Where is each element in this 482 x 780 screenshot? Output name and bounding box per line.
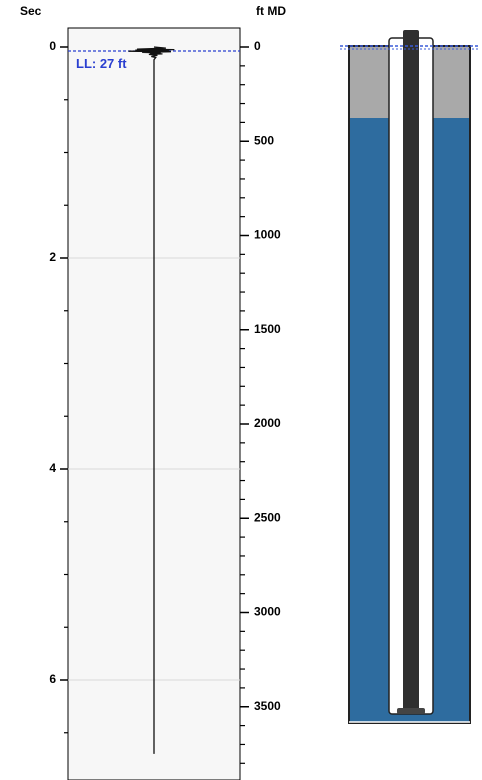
right-axis-tick-label: 1500 bbox=[254, 322, 281, 336]
right-axis-tick-label: 1000 bbox=[254, 228, 281, 242]
wellbore-diagram bbox=[340, 30, 478, 724]
right-axis-tick-label: 3000 bbox=[254, 605, 281, 619]
left-axis-tick-label: 0 bbox=[49, 39, 56, 53]
right-axis-title: ft MD bbox=[256, 4, 286, 18]
pump-seat bbox=[397, 708, 425, 714]
right-axis-tick-label: 2500 bbox=[254, 510, 281, 524]
acoustic-trace bbox=[128, 46, 175, 754]
right-axis-tick-label: 2000 bbox=[254, 416, 281, 430]
left-axis: 0 2 4 6 bbox=[49, 39, 68, 734]
right-axis: 0 500 1000 1500 2000 2500 3000 3500 bbox=[240, 39, 281, 764]
left-axis-tick-label: 4 bbox=[49, 461, 56, 475]
right-axis-tick-label: 0 bbox=[254, 39, 261, 53]
left-axis-title: Sec bbox=[20, 4, 42, 18]
tubing-string bbox=[403, 30, 419, 712]
left-axis-tick-label: 6 bbox=[49, 672, 56, 686]
trace-layer bbox=[128, 46, 175, 754]
right-axis-tick-label: 500 bbox=[254, 133, 274, 147]
right-axis-tick-label: 3500 bbox=[254, 699, 281, 713]
liquid-level-label: LL: 27 ft bbox=[76, 56, 127, 71]
left-axis-tick-label: 2 bbox=[49, 250, 56, 264]
